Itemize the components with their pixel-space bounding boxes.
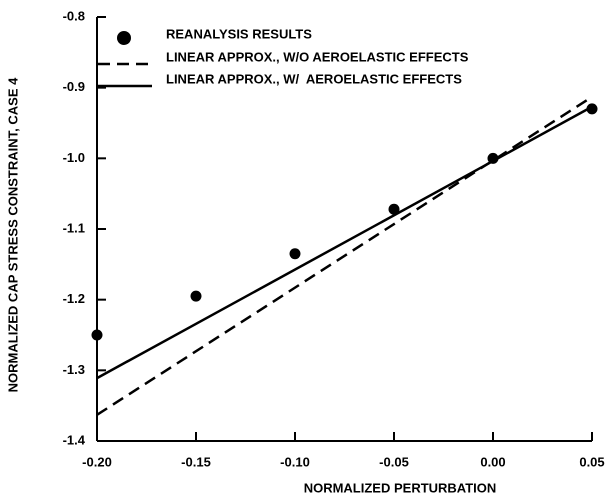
y-tick-label: -0.8 — [63, 8, 85, 23]
legend-label: LINEAR APPROX., W/ AEROELASTIC EFFECTS — [166, 71, 462, 86]
legend-marker — [117, 31, 131, 45]
x-tick-label: -0.20 — [82, 454, 112, 469]
line-series — [96, 95, 593, 416]
y-tick-label: -1.3 — [63, 362, 85, 377]
data-point — [487, 152, 499, 164]
y-tick-label: -0.9 — [63, 79, 85, 94]
data-point — [190, 290, 202, 302]
y-axis-label: NORMALIZED CAP STRESS CONSTRAINT, CASE 4 — [5, 77, 20, 392]
y-tick-label: -1.2 — [63, 291, 85, 306]
data-point — [388, 203, 400, 215]
legend-label: REANALYSIS RESULTS — [166, 26, 312, 41]
data-point — [91, 329, 103, 341]
x-tick-label: -0.05 — [379, 454, 409, 469]
data-point — [289, 248, 301, 260]
y-tick-label: -1.0 — [63, 150, 85, 165]
line-series — [96, 105, 593, 380]
y-tick-label: -1.4 — [63, 432, 86, 447]
legend-label: LINEAR APPROX., W/O AEROELASTIC EFFECTS — [166, 49, 469, 64]
data-point — [586, 103, 598, 115]
x-tick-label: -0.10 — [280, 454, 310, 469]
y-tick-label: -1.1 — [63, 220, 85, 235]
x-axis-label: NORMALIZED PERTURBATION — [304, 480, 497, 495]
x-tick-label: 0.00 — [480, 454, 505, 469]
x-tick-label: 0.05 — [579, 454, 604, 469]
x-tick-label: -0.15 — [181, 454, 211, 469]
